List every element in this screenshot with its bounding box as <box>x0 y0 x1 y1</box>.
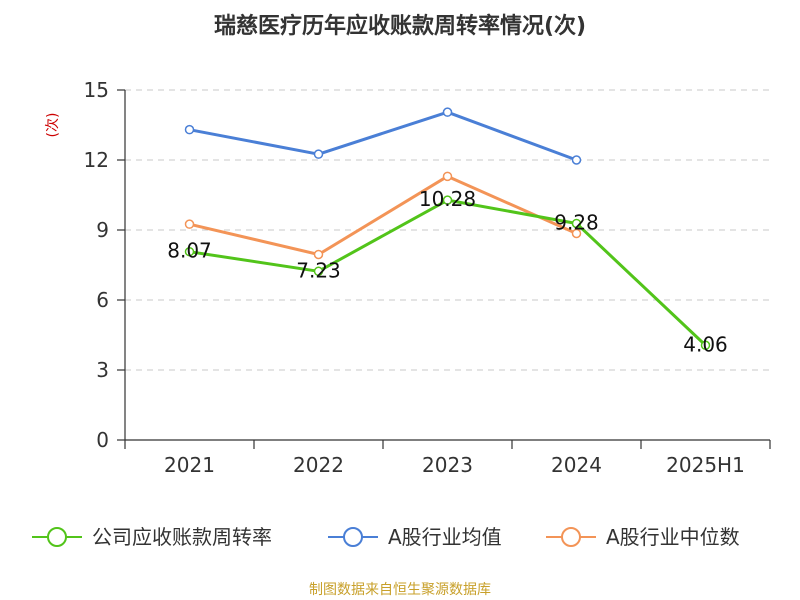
data-label: 8.07 <box>167 239 212 263</box>
legend-label: 公司应收账款周转率 <box>92 525 272 549</box>
x-tick-label: 2021 <box>164 453 215 477</box>
legend-marker <box>47 527 67 547</box>
legend-item-2[interactable]: A股行业中位数 <box>546 525 740 549</box>
series-line-1 <box>189 110 578 162</box>
data-point <box>442 171 453 182</box>
data-point <box>571 218 582 229</box>
data-point <box>313 149 324 159</box>
data-label: 4.06 <box>683 332 728 356</box>
legend-label: A股行业中位数 <box>606 525 740 549</box>
series-line-0 <box>189 198 707 347</box>
legend-label: A股行业均值 <box>388 525 502 549</box>
y-tick-label: 0 <box>96 428 109 452</box>
data-point <box>184 246 195 257</box>
data-label: 10.28 <box>419 187 476 211</box>
y-axis-unit: (次) <box>45 113 61 138</box>
x-tick-label: 2023 <box>422 453 473 477</box>
data-point <box>571 228 582 239</box>
data-point <box>184 124 195 135</box>
data-point <box>184 219 195 229</box>
data-point <box>313 249 324 260</box>
data-point <box>571 155 582 165</box>
legend-marker <box>561 527 581 547</box>
grid <box>125 89 770 371</box>
x-tick-label: 2022 <box>293 453 344 477</box>
y-tick-label: 6 <box>96 288 109 312</box>
legend[interactable]: 公司应收账款周转率 A股行业均值 A股行业中位数 <box>32 525 740 549</box>
y-tick-label: 3 <box>96 358 109 382</box>
data-point <box>442 107 453 117</box>
source-note: 制图数据来自恒生聚源数据库 <box>309 582 491 598</box>
legend-item-1[interactable]: A股行业均值 <box>328 525 502 549</box>
x-tick-label: 2025H1 <box>666 453 745 477</box>
legend-item-0[interactable]: 公司应收账款周转率 <box>32 525 272 549</box>
data-label: 7.23 <box>296 258 341 282</box>
y-tick-label: 9 <box>96 218 109 242</box>
data-point <box>442 195 453 205</box>
chart-title: 瑞慈医疗历年应收账款周转率情况(次) <box>214 13 586 39</box>
x-tick-label: 2024 <box>551 453 602 477</box>
y-tick-label: 12 <box>84 148 109 172</box>
series-line-2 <box>189 174 578 256</box>
data-label: 9.28 <box>554 210 599 234</box>
series-layer <box>184 107 711 351</box>
data-point <box>313 266 324 277</box>
y-tick-label: 15 <box>84 78 109 102</box>
legend-marker <box>343 527 363 547</box>
data-point <box>700 340 711 351</box>
axes: 0 3 6 9 12 15 2021 2022 2023 2024 2025H1 <box>84 78 771 477</box>
data-labels: 8.07 7.23 10.28 9.28 4.06 <box>167 187 728 356</box>
